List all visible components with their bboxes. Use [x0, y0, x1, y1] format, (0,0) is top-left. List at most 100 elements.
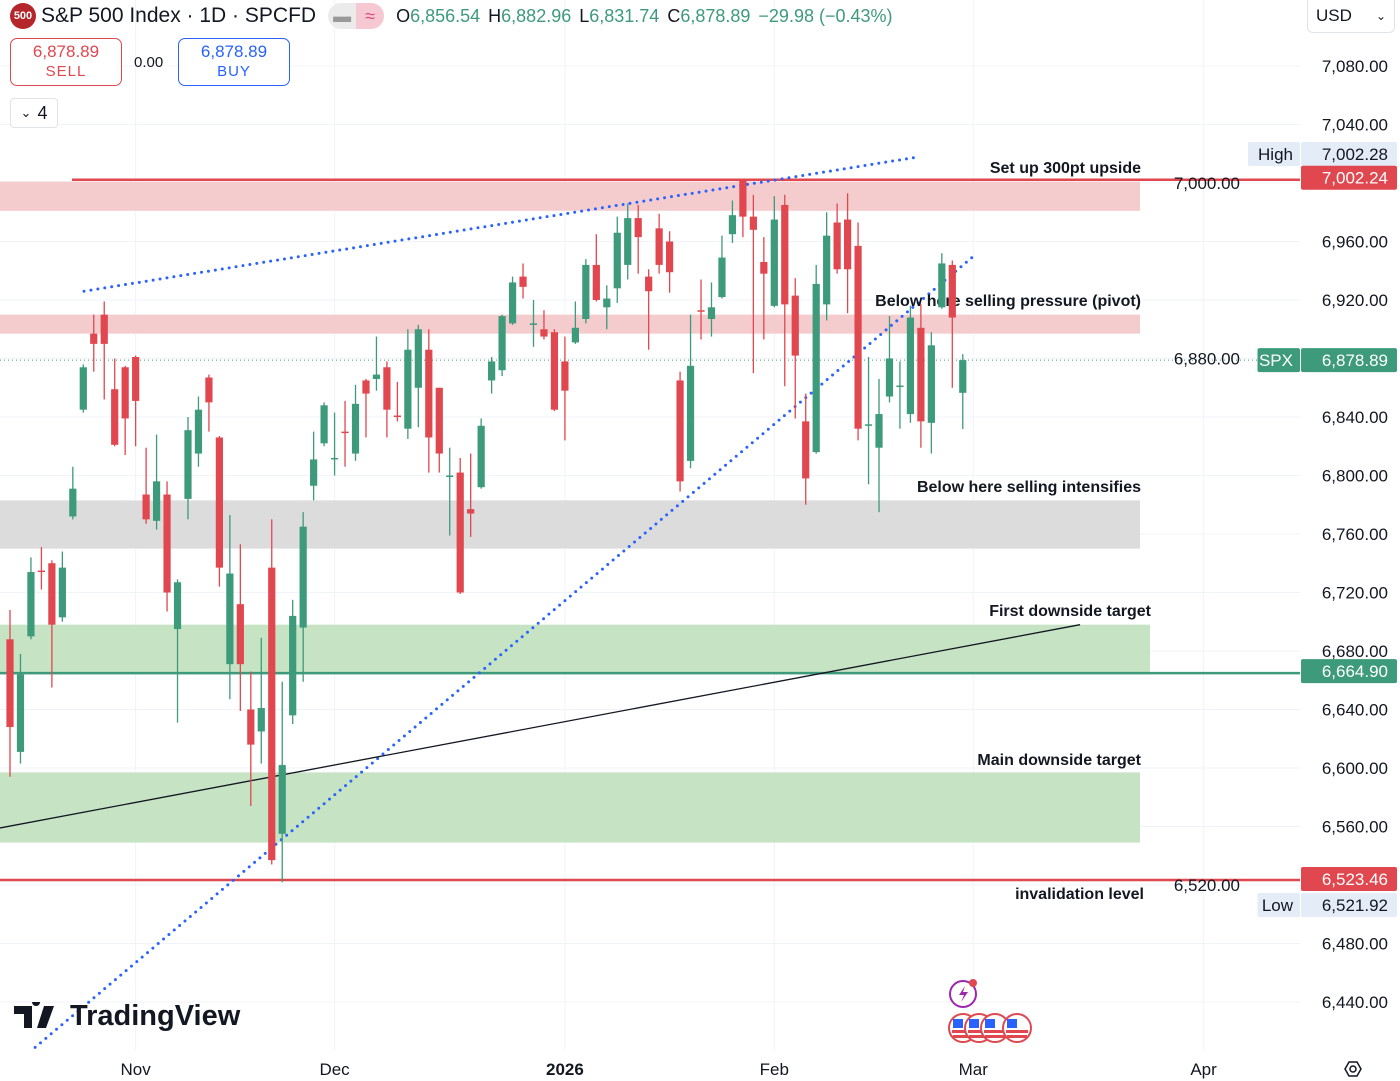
- candle-2025-11-03: [132, 355, 140, 447]
- candle-body: [728, 215, 737, 235]
- flag-canton: [1007, 1019, 1017, 1028]
- price-tick-label: 7,080.00: [1322, 57, 1388, 76]
- zone-label: Below here selling pressure (pivot): [875, 293, 1141, 310]
- candle-body: [425, 349, 433, 438]
- candle-2025-11-12: [205, 374, 213, 432]
- candle-2026-01-06: [582, 259, 590, 324]
- candle-2025-12-18: [467, 453, 475, 537]
- candle-body: [498, 316, 506, 371]
- candle-2026-02-05: [802, 393, 810, 505]
- sell-price: 6,878.89: [32, 42, 100, 61]
- candle-2026-01-15: [655, 213, 663, 274]
- candle-2025-11-25: [299, 512, 307, 682]
- tradingview-logo[interactable]: TradingView: [14, 1000, 240, 1033]
- price-badge-value: 7,002.28: [1322, 145, 1388, 164]
- tradingview-logo-icon: [14, 1001, 54, 1028]
- candle-body: [718, 257, 726, 298]
- candle-2025-11-14: [226, 514, 234, 700]
- candle-body: [823, 235, 831, 305]
- candle-body: [383, 367, 391, 410]
- candle-2026-02-06: [812, 264, 820, 454]
- trend-line: [0, 624, 1081, 829]
- candle-2025-12-02: [341, 400, 349, 467]
- candle-body: [48, 563, 56, 625]
- event-lightning[interactable]: [948, 978, 982, 1015]
- price-badge-value: 6,521.92: [1322, 896, 1388, 915]
- indicators-toggle[interactable]: ⌄ 4: [10, 98, 58, 128]
- candle-2026-01-12: [624, 203, 632, 280]
- zone-label: Below here selling intensifies: [917, 479, 1141, 496]
- candle-2026-02-02: [770, 196, 778, 308]
- candle-body: [864, 424, 873, 426]
- candle-2026-02-27: [959, 354, 967, 430]
- candle-2026-01-26: [718, 235, 726, 299]
- price-tick-label: 6,480.00: [1322, 935, 1388, 954]
- settings-icon[interactable]: [1344, 1061, 1362, 1077]
- symbol-title[interactable]: S&P 500 Index · 1D · SPCFD: [41, 4, 317, 27]
- flag-canton: [969, 1019, 979, 1028]
- candle-body: [393, 415, 401, 418]
- candle-body: [341, 431, 349, 434]
- candle-2025-11-21: [278, 681, 286, 883]
- candle-2026-02-13: [864, 357, 873, 485]
- candle-body: [404, 349, 412, 429]
- candle-2026-01-08: [603, 285, 611, 330]
- price-tick-label: 6,560.00: [1322, 818, 1388, 837]
- candle-body: [603, 298, 611, 308]
- badge-label: SPX: [1259, 351, 1293, 370]
- candle-2025-11-05: [152, 434, 161, 530]
- spread-value: 0.00: [134, 54, 164, 71]
- candle-2025-10-24: [69, 466, 77, 520]
- candle-body: [561, 361, 569, 391]
- flag-canton: [953, 1019, 963, 1028]
- price-tick-label: 6,760.00: [1322, 525, 1388, 544]
- candle-body: [372, 374, 381, 379]
- open-value: 6,856.54: [410, 5, 481, 26]
- chevron-down-icon: ⌄: [1375, 9, 1386, 23]
- candle-2025-12-10: [404, 329, 412, 439]
- candle-2025-11-24: [289, 599, 297, 725]
- candle-2025-12-16: [446, 447, 454, 536]
- price-badge: [1301, 348, 1397, 373]
- candle-body: [362, 380, 370, 394]
- candle-body: [770, 219, 778, 306]
- candle-body: [592, 264, 600, 300]
- candle-body: [885, 358, 894, 397]
- buy-label: BUY: [217, 63, 251, 80]
- candle-2026-02-20: [906, 305, 915, 423]
- candle-body: [697, 310, 705, 312]
- price-tick-label: 6,960.00: [1322, 233, 1388, 252]
- candle-body: [69, 488, 77, 517]
- candle-2025-11-18: [247, 671, 255, 807]
- candle-body: [184, 430, 192, 499]
- flag-canton: [985, 1019, 995, 1028]
- candle-2025-11-07: [173, 579, 182, 723]
- candle-body: [508, 282, 517, 324]
- candle-body: [173, 582, 182, 630]
- candle-body: [645, 276, 653, 292]
- buy-button[interactable]: 6,878.89 BUY: [178, 38, 290, 86]
- candle-2026-02-25: [938, 253, 946, 309]
- candle-body: [330, 457, 339, 460]
- candle-body: [90, 333, 98, 344]
- ohlc-legend: O6,856.54 H6,882.96 L6,831.74 C6,878.89 …: [396, 6, 892, 27]
- candle-body: [634, 218, 642, 238]
- candle-body: [938, 263, 946, 308]
- sell-button[interactable]: 6,878.89 SELL: [10, 38, 122, 86]
- candle-2026-02-11: [844, 193, 852, 314]
- badge-label: Low: [1262, 896, 1294, 915]
- candle-body: [351, 403, 360, 454]
- economic-events[interactable]: [947, 1012, 1037, 1051]
- candle-body: [16, 674, 25, 752]
- currency-select[interactable]: USD ⌄: [1307, 0, 1395, 33]
- candle-body: [739, 180, 747, 217]
- us-flag-icon: [1002, 1013, 1032, 1043]
- candle-body: [802, 421, 810, 479]
- candle-2025-11-11: [194, 396, 203, 467]
- candle-body: [686, 365, 695, 461]
- candle-2025-10-28: [90, 314, 98, 372]
- candle-2025-10-29: [100, 301, 108, 400]
- price-tick-label: 6,880.00: [1174, 350, 1240, 369]
- market-status[interactable]: ▬ ≈: [328, 3, 385, 29]
